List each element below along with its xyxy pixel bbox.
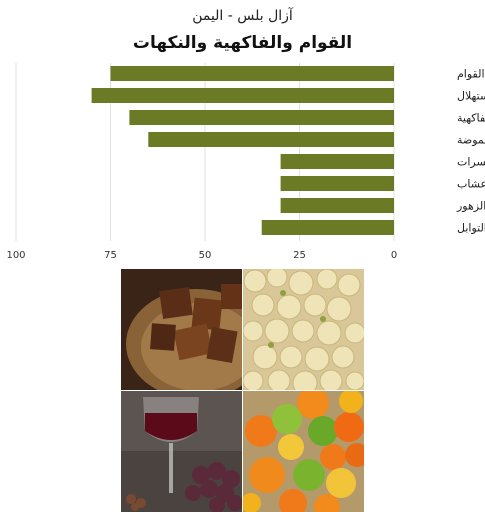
x-tick-label: 25 xyxy=(293,250,306,261)
category-label: الأعشاب xyxy=(457,177,485,191)
x-tick-label: 0 xyxy=(391,250,397,261)
category-label: الحموضة xyxy=(457,134,485,147)
chart-subtitle: آزال بلس - اليمن xyxy=(192,8,293,24)
chart-title: القوام والفاكهية والنكهات xyxy=(132,33,353,53)
x-tick-label: 75 xyxy=(104,250,117,261)
chocolate-photo xyxy=(121,269,242,390)
category-label: المكسرات xyxy=(457,156,485,169)
bar xyxy=(129,110,394,125)
x-tick-label: 50 xyxy=(199,250,212,261)
bar xyxy=(280,198,394,213)
bar xyxy=(280,154,394,169)
bar xyxy=(91,88,394,103)
photo-grid xyxy=(121,269,364,512)
category-label: التوابل xyxy=(457,222,485,235)
x-tick-label: 100 xyxy=(6,250,25,261)
category-label: الاستهلال xyxy=(457,90,485,103)
category-label: القوام xyxy=(457,68,485,81)
category-label: الفاكهية xyxy=(457,112,485,125)
wine-photo xyxy=(121,391,242,512)
bar xyxy=(148,132,394,147)
bar xyxy=(110,66,394,81)
bar xyxy=(280,176,394,191)
bar-chart: 100 75 50 25 0 القوام الاستهلال الفاكهية الحموضة… xyxy=(6,63,485,261)
grapes-photo xyxy=(243,269,364,390)
category-label: الزهور xyxy=(456,200,485,213)
bar xyxy=(261,220,394,235)
citrus-photo xyxy=(243,391,364,512)
